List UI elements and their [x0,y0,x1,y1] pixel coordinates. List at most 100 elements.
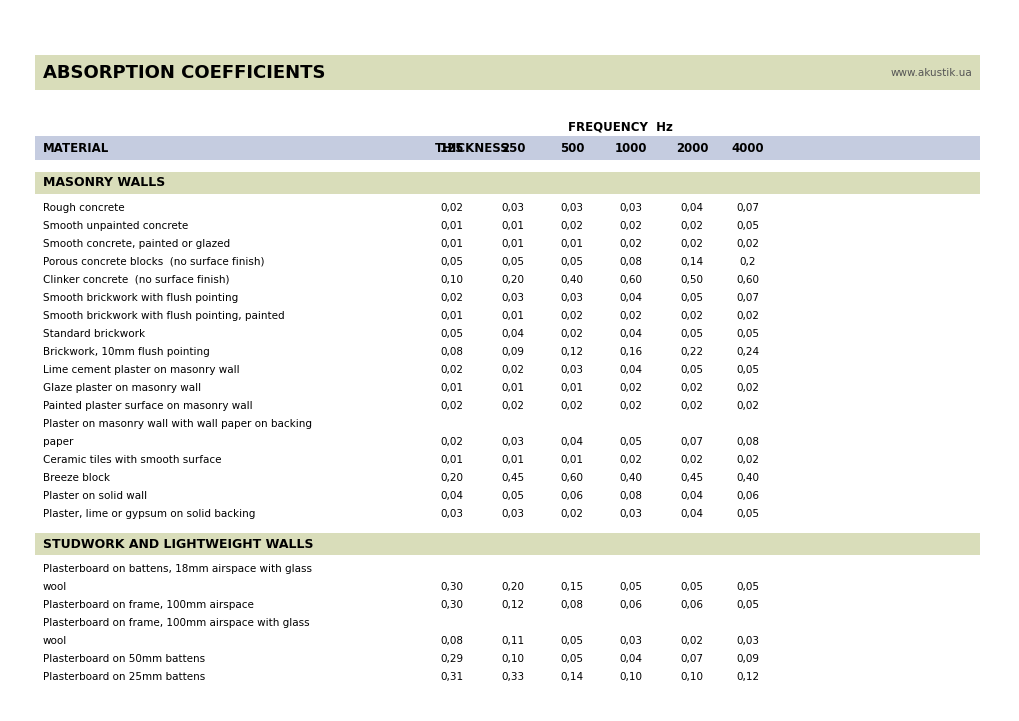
Text: 125: 125 [439,141,464,154]
Text: 0,04: 0,04 [501,329,524,339]
Text: 0,02: 0,02 [501,365,524,375]
Text: 0,02: 0,02 [440,365,463,375]
Text: 0,02: 0,02 [560,221,583,231]
Text: 0,02: 0,02 [680,239,703,249]
Text: 0,07: 0,07 [680,654,703,664]
Text: Rough concrete: Rough concrete [43,203,124,213]
Text: Lime cement plaster on masonry wall: Lime cement plaster on masonry wall [43,365,239,375]
Text: paper: paper [43,437,73,447]
Text: 0,02: 0,02 [619,401,642,411]
Text: 0,05: 0,05 [501,257,524,267]
Text: 0,07: 0,07 [736,203,759,213]
Text: 0,03: 0,03 [619,636,642,646]
Text: 0,02: 0,02 [560,401,583,411]
Text: 0,07: 0,07 [736,293,759,303]
Text: 0,05: 0,05 [680,365,703,375]
Text: Plasterboard on frame, 100mm airspace: Plasterboard on frame, 100mm airspace [43,600,254,610]
Text: 0,16: 0,16 [619,347,642,357]
Text: 0,02: 0,02 [560,311,583,321]
Text: 0,05: 0,05 [736,600,759,610]
Text: 250: 250 [500,141,525,154]
Text: 0,02: 0,02 [736,401,759,411]
Text: 0,12: 0,12 [559,347,583,357]
Text: 0,01: 0,01 [560,239,583,249]
Text: 0,01: 0,01 [440,221,463,231]
Text: 0,11: 0,11 [501,636,524,646]
Text: 1000: 1000 [614,141,647,154]
Text: 0,04: 0,04 [619,654,642,664]
Text: Plasterboard on frame, 100mm airspace with glass: Plasterboard on frame, 100mm airspace wi… [43,618,310,628]
Text: Smooth brickwork with flush pointing, painted: Smooth brickwork with flush pointing, pa… [43,311,284,321]
Bar [35,533,979,555]
Text: Plasterboard on 50mm battens: Plasterboard on 50mm battens [43,654,205,664]
Text: wool: wool [43,636,67,646]
Text: 0,10: 0,10 [680,672,703,682]
Text: Plasterboard on 25mm battens: Plasterboard on 25mm battens [43,672,205,682]
Text: FREQUENCY  Hz: FREQUENCY Hz [567,120,672,133]
Text: 0,02: 0,02 [736,239,759,249]
Text: 0,15: 0,15 [559,582,583,592]
Text: 0,01: 0,01 [501,239,524,249]
Text: 0,03: 0,03 [736,636,759,646]
Text: 0,01: 0,01 [560,383,583,393]
Text: 0,02: 0,02 [619,455,642,465]
Text: 0,05: 0,05 [736,221,759,231]
Text: Painted plaster surface on masonry wall: Painted plaster surface on masonry wall [43,401,253,411]
Text: 0,01: 0,01 [440,455,463,465]
Text: 0,04: 0,04 [619,293,642,303]
Text: 0,02: 0,02 [736,311,759,321]
Text: 0,02: 0,02 [560,329,583,339]
Text: 0,02: 0,02 [680,383,703,393]
Text: 0,04: 0,04 [440,491,463,501]
Text: Clinker concrete  (no surface finish): Clinker concrete (no surface finish) [43,275,229,285]
Text: 0,04: 0,04 [680,491,703,501]
Text: 0,22: 0,22 [680,347,703,357]
Text: 0,10: 0,10 [440,275,463,285]
Text: 0,03: 0,03 [501,293,524,303]
Text: 0,12: 0,12 [736,672,759,682]
Text: 0,05: 0,05 [501,491,524,501]
Text: Smooth brickwork with flush pointing: Smooth brickwork with flush pointing [43,293,238,303]
Text: Plaster on masonry wall with wall paper on backing: Plaster on masonry wall with wall paper … [43,419,312,429]
Text: 0,02: 0,02 [736,455,759,465]
Text: 0,06: 0,06 [680,600,703,610]
Text: 0,01: 0,01 [501,311,524,321]
Text: 0,05: 0,05 [619,437,642,447]
Text: 0,14: 0,14 [680,257,703,267]
Text: 0,04: 0,04 [680,509,703,519]
Text: 0,08: 0,08 [440,636,463,646]
Text: 0,02: 0,02 [619,221,642,231]
Text: 0,05: 0,05 [680,582,703,592]
Text: 0,08: 0,08 [619,257,642,267]
Text: 0,03: 0,03 [440,509,463,519]
Text: 0,02: 0,02 [619,239,642,249]
Text: THICKNESS: THICKNESS [434,141,508,154]
Text: 0,02: 0,02 [440,437,463,447]
Text: 0,03: 0,03 [560,203,583,213]
Text: 0,02: 0,02 [501,401,524,411]
Text: 0,04: 0,04 [680,203,703,213]
Text: 500: 500 [559,141,584,154]
Text: 0,2: 0,2 [739,257,755,267]
Text: 0,02: 0,02 [680,221,703,231]
Text: 0,01: 0,01 [440,383,463,393]
Text: 0,40: 0,40 [736,473,759,483]
Text: 0,05: 0,05 [680,329,703,339]
Text: 0,04: 0,04 [560,437,583,447]
Text: 0,03: 0,03 [619,509,642,519]
Bar [35,55,979,90]
Text: 0,05: 0,05 [736,509,759,519]
Text: 0,02: 0,02 [440,293,463,303]
Text: 0,45: 0,45 [501,473,524,483]
Text: Plasterboard on battens, 18mm airspace with glass: Plasterboard on battens, 18mm airspace w… [43,564,312,574]
Text: 0,60: 0,60 [736,275,759,285]
Text: 0,09: 0,09 [501,347,524,357]
Text: STUDWORK AND LIGHTWEIGHT WALLS: STUDWORK AND LIGHTWEIGHT WALLS [43,537,313,551]
Text: 0,02: 0,02 [736,383,759,393]
Bar [35,172,979,194]
Text: 0,03: 0,03 [501,203,524,213]
Text: 0,01: 0,01 [560,455,583,465]
Text: Breeze block: Breeze block [43,473,110,483]
Text: 0,05: 0,05 [736,582,759,592]
Text: 0,12: 0,12 [501,600,524,610]
